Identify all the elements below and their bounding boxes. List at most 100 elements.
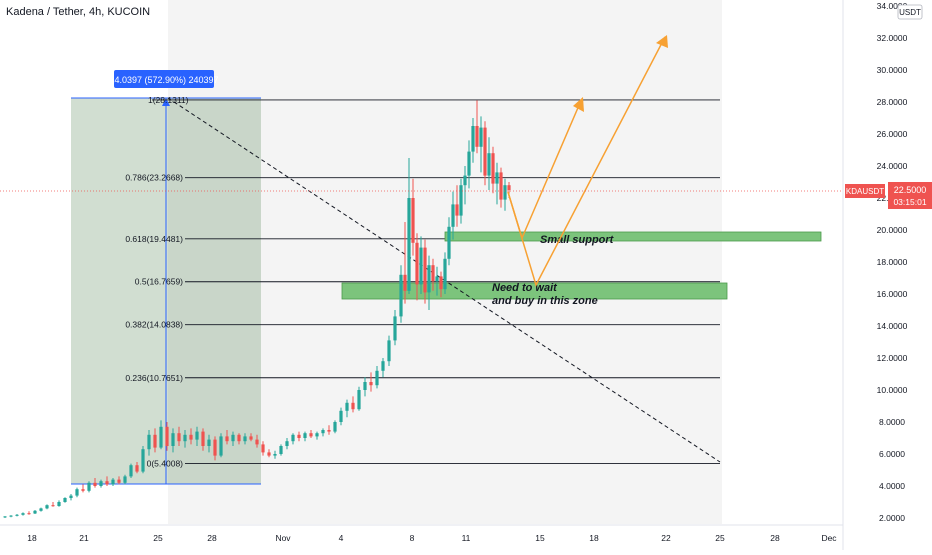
candle xyxy=(9,515,13,518)
candle xyxy=(267,449,271,458)
candle-body xyxy=(387,340,391,362)
candle xyxy=(447,217,451,266)
fibonacci-retracement[interactable]: 1(28.1311) 0.786(23.2668) 0.618(19.4481) 0.… xyxy=(125,95,720,469)
price-tick-label: 16.0000 xyxy=(877,289,908,299)
candle-body xyxy=(39,508,43,511)
candle-body xyxy=(81,489,85,491)
time-tick-label: 8 xyxy=(410,533,415,543)
candle xyxy=(291,433,295,445)
candle-body xyxy=(117,479,121,483)
time-tick-label: 28 xyxy=(207,533,217,543)
candle xyxy=(431,258,435,291)
fib-level-label: 1(28.1311) xyxy=(148,95,189,105)
candle xyxy=(435,266,439,296)
candle-body xyxy=(105,481,109,485)
candle xyxy=(369,372,373,392)
candle-body xyxy=(487,153,491,176)
candle-body xyxy=(431,265,435,282)
candle xyxy=(57,500,61,507)
candle-body xyxy=(267,452,271,456)
candle-body xyxy=(189,434,193,440)
candle xyxy=(399,265,403,323)
candle-body xyxy=(411,198,415,243)
small-support-zone[interactable] xyxy=(444,231,822,242)
candle-body xyxy=(419,247,423,285)
fib-level-label: 0(5.4008) xyxy=(147,459,184,469)
candle-body xyxy=(93,482,97,486)
candle xyxy=(375,366,379,389)
candle-body xyxy=(447,226,451,259)
candle xyxy=(237,433,241,445)
candle-body xyxy=(3,516,7,518)
candle-body xyxy=(261,444,265,453)
candle-body xyxy=(479,127,483,147)
candle xyxy=(273,450,277,459)
candle xyxy=(63,497,67,503)
candle-body xyxy=(339,410,343,422)
candle-body xyxy=(99,481,103,486)
candle-body xyxy=(135,465,139,472)
time-tick-label: 25 xyxy=(153,533,163,543)
candle-body xyxy=(159,426,163,448)
candle-body xyxy=(381,361,385,371)
candle xyxy=(427,255,431,310)
candle-body xyxy=(297,434,301,438)
small-support-text: Small support xyxy=(540,234,615,246)
candle-body xyxy=(279,446,283,454)
candle xyxy=(297,431,301,442)
buy-zone-text-line1: Need to wait xyxy=(492,282,558,294)
candle-body xyxy=(21,513,25,515)
candle xyxy=(15,514,19,517)
candle-body xyxy=(15,514,19,516)
candle-body xyxy=(467,151,471,176)
candle xyxy=(3,516,7,518)
price-tick-label: 20.0000 xyxy=(877,225,908,235)
candle-body xyxy=(27,513,31,515)
projection-arrows xyxy=(507,36,666,287)
currency-badge[interactable] xyxy=(897,4,923,20)
candle-body xyxy=(375,370,379,386)
candle xyxy=(111,478,115,486)
time-axis[interactable]: 18 21 25 28 Nov 4 8 11 15 18 22 25 28 Dec xyxy=(27,533,837,543)
projection-path-long xyxy=(507,36,666,287)
candle xyxy=(93,478,97,488)
candle xyxy=(393,310,397,346)
price-tick-label: 24.0000 xyxy=(877,161,908,171)
candle xyxy=(475,100,479,154)
price-tick-label: 30.0000 xyxy=(877,65,908,75)
last-price-symbol-box xyxy=(845,184,885,198)
candle-body xyxy=(451,204,455,227)
candle-body xyxy=(243,436,247,442)
candle xyxy=(491,146,495,194)
measure-label: 24.0397 (572.90%) 240397 xyxy=(109,75,218,85)
last-price-value: 22.5000 xyxy=(894,185,927,195)
candle-body xyxy=(363,382,367,390)
candle-body xyxy=(491,153,495,184)
price-axis-background xyxy=(843,0,932,550)
candle-body xyxy=(499,172,503,200)
candle-body xyxy=(459,185,463,216)
candle-body xyxy=(333,422,337,432)
candle xyxy=(231,431,235,446)
candle xyxy=(207,434,211,453)
candle xyxy=(463,166,467,205)
candle xyxy=(87,481,91,493)
candle xyxy=(45,504,49,510)
time-tick-label: 4 xyxy=(339,533,344,543)
candle xyxy=(333,420,337,434)
time-axis-background xyxy=(0,525,843,550)
candle-body xyxy=(195,431,199,440)
buy-zone[interactable] xyxy=(341,282,728,300)
candle xyxy=(153,428,157,453)
candle-body xyxy=(123,476,127,483)
candle xyxy=(327,425,331,435)
candle xyxy=(105,476,109,486)
candle xyxy=(285,438,289,450)
candle-body xyxy=(255,439,259,445)
price-tick-label: 10.0000 xyxy=(877,385,908,395)
candle-body xyxy=(403,274,407,291)
candle xyxy=(387,335,391,366)
candle-body xyxy=(495,172,499,184)
